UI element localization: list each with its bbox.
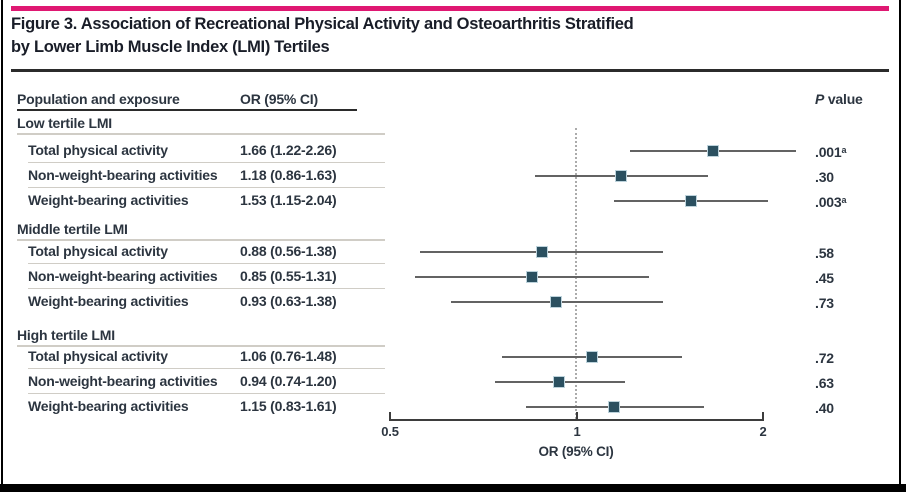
table-row: Non-weight-bearing activities 0.94 (0.74… [17, 370, 889, 394]
figure-bottom-border [0, 484, 906, 492]
or-marker [535, 245, 548, 258]
row-or-ci: 0.93 (0.63-1.38) [240, 293, 337, 309]
or-marker [706, 144, 719, 157]
or-marker [607, 400, 620, 413]
row-label: Total physical activity [28, 142, 168, 158]
row-p-value: .58 [815, 245, 834, 261]
table-row: Weight-bearing activities 1.15 (0.83-1.6… [17, 395, 889, 418]
table-row: Total physical activity 0.88 (0.56-1.38)… [17, 240, 889, 264]
row-label: Weight-bearing activities [28, 398, 189, 414]
column-header-row: Population and exposure OR (95% CI) P va… [17, 90, 889, 109]
row-p-value: .30 [815, 169, 834, 185]
row-or-ci: 0.94 (0.74-1.20) [240, 373, 337, 389]
x-tick-label: 2 [759, 424, 767, 439]
figure-left-border [1, 0, 3, 492]
or-marker [585, 350, 598, 363]
row-label: Total physical activity [28, 243, 168, 259]
x-axis-line [389, 419, 764, 421]
row-label: Total physical activity [28, 348, 168, 364]
figure-right-border [899, 0, 901, 492]
row-or-ci: 1.53 (1.15-2.04) [240, 192, 337, 208]
row-p-value: .40 [815, 400, 834, 416]
row-label: Non-weight-bearing activities [28, 167, 218, 183]
row-label: Non-weight-bearing activities [28, 268, 218, 284]
section-header-middle-tertile: Middle tertile LMI [17, 219, 889, 241]
row-p-value: .45 [815, 270, 834, 286]
x-tick-label: 0.5 [381, 424, 399, 439]
x-axis-tick [389, 412, 391, 420]
row-label: Weight-bearing activities [28, 293, 189, 309]
row-label: Non-weight-bearing activities [28, 373, 218, 389]
title-divider [11, 69, 889, 72]
row-or-ci: 1.15 (0.83-1.61) [240, 398, 337, 414]
column-header-pvalue: P value [815, 91, 863, 107]
table-row: Non-weight-bearing activities 0.85 (0.55… [17, 265, 889, 289]
x-axis-tick [762, 412, 764, 420]
accent-bar [11, 6, 889, 11]
figure-title-line-2: by Lower Limb Muscle Index (LMI) Tertile… [11, 38, 330, 56]
row-or-ci: 1.06 (0.76-1.48) [240, 348, 337, 364]
section-header-high-tertile: High tertile LMI [17, 325, 889, 347]
or-marker [553, 375, 566, 388]
table-row: Non-weight-bearing activities 1.18 (0.86… [17, 164, 889, 188]
x-axis-title: OR (95% CI) [538, 444, 614, 459]
column-header-divider [17, 109, 357, 111]
or-marker [614, 169, 627, 182]
figure-title-line-1: Figure 3. Association of Recreational Ph… [11, 15, 634, 33]
column-header-or: OR (95% CI) [240, 91, 318, 107]
reference-line-or-1 [575, 128, 577, 419]
x-axis-tick [576, 412, 578, 420]
or-marker [684, 194, 697, 207]
row-p-value: .63 [815, 375, 834, 391]
row-or-ci: 1.18 (0.86-1.63) [240, 167, 337, 183]
table-row: Total physical activity 1.06 (0.76-1.48)… [17, 345, 889, 369]
row-or-ci: 1.66 (1.22-2.26) [240, 142, 337, 158]
row-p-value: .001a [815, 144, 847, 160]
column-header-population: Population and exposure [17, 91, 180, 107]
row-p-value: .003a [815, 194, 847, 210]
or-marker [526, 270, 539, 283]
table-row: Weight-bearing activities 0.93 (0.63-1.3… [17, 290, 889, 313]
section-header-low-tertile: Low tertile LMI [17, 113, 889, 135]
table-row: Weight-bearing activities 1.53 (1.15-2.0… [17, 189, 889, 212]
row-or-ci: 0.88 (0.56-1.38) [240, 243, 337, 259]
row-p-value: .73 [815, 295, 834, 311]
row-p-value: .72 [815, 350, 834, 366]
or-marker [550, 295, 563, 308]
row-label: Weight-bearing activities [28, 192, 189, 208]
x-tick-label: 1 [573, 424, 581, 439]
table-row: Total physical activity 1.66 (1.22-2.26)… [17, 139, 889, 163]
row-or-ci: 0.85 (0.55-1.31) [240, 268, 337, 284]
